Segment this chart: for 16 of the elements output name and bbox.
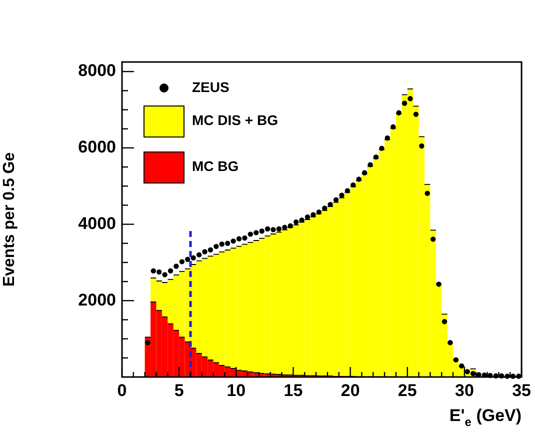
x-tick-label: 25 bbox=[398, 380, 417, 400]
x-tick-label: 20 bbox=[340, 380, 360, 400]
x-tick-label: 35 bbox=[512, 380, 532, 400]
x-tick-label: 30 bbox=[455, 380, 474, 400]
y-axis-title: Events per 0.5 Ge bbox=[1, 152, 18, 287]
x-tick-label: 15 bbox=[284, 380, 303, 400]
legend-label: MC DIS + BG bbox=[192, 112, 278, 128]
legend-label: ZEUS bbox=[192, 78, 230, 95]
x-tick-label: 10 bbox=[226, 380, 246, 400]
y-tick-label: 2000 bbox=[78, 290, 116, 310]
x-tick-label: 5 bbox=[174, 380, 184, 400]
y-tick-label: 6000 bbox=[78, 138, 116, 157]
y-tick-label: 4000 bbox=[78, 214, 116, 233]
legend-label: MC BG bbox=[192, 158, 239, 174]
x-tick-label: 0 bbox=[117, 380, 127, 400]
y-tick-label: 8000 bbox=[78, 61, 116, 80]
